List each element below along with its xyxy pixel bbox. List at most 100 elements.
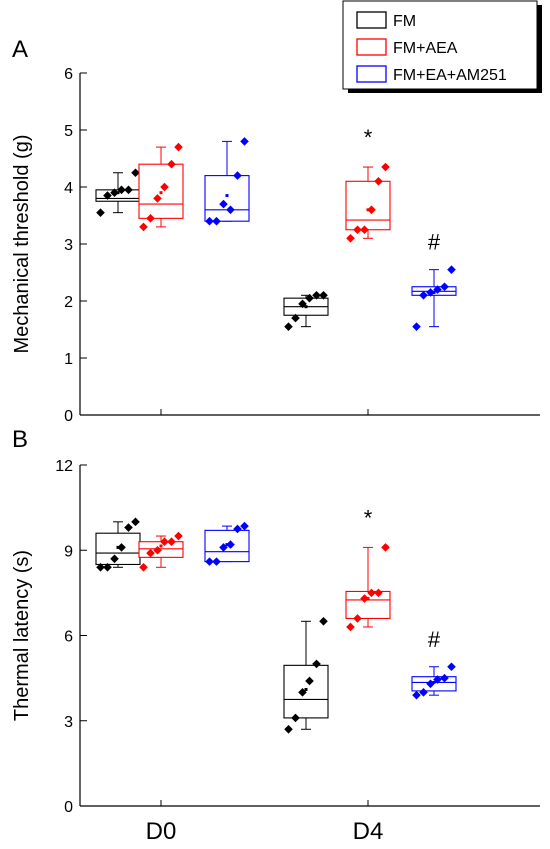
y-axis-title: Mechanical threshold (g) xyxy=(11,135,33,354)
data-point xyxy=(131,517,140,527)
mean-marker xyxy=(159,191,163,195)
box-iqr xyxy=(204,175,250,222)
data-point xyxy=(412,322,421,331)
data-point xyxy=(284,724,293,734)
box-fm-d0 xyxy=(95,517,141,572)
data-point xyxy=(110,188,119,197)
data-point xyxy=(312,291,321,300)
panel-a: A 0 1 2 3 4 5 6 Mechanical threshold (g) * # xyxy=(11,36,540,425)
mean-marker xyxy=(225,194,229,198)
data-point xyxy=(447,265,456,274)
data-point xyxy=(426,288,435,297)
data-point xyxy=(103,191,112,200)
data-point xyxy=(440,673,449,683)
data-point xyxy=(205,216,214,226)
data-point xyxy=(167,537,176,547)
data-point xyxy=(205,557,214,566)
data-point xyxy=(346,234,355,243)
box-fm-d4 xyxy=(283,291,329,331)
significance-mark: # xyxy=(428,627,441,652)
data-point xyxy=(226,205,235,215)
panel-label: B xyxy=(12,426,28,453)
box-fm-aea-d4 xyxy=(345,162,391,243)
y-axis-title: Thermal latency (s) xyxy=(11,550,33,721)
data-point xyxy=(291,713,300,723)
data-point xyxy=(146,214,155,223)
box-fm-d4 xyxy=(283,616,329,734)
data-point xyxy=(298,688,307,697)
box-fm-ea-am251-d4 xyxy=(411,662,457,700)
panel-b: B 0 3 6 9 12 Thermal latency (s) * # xyxy=(11,426,540,816)
y-tick-label: 0 xyxy=(64,799,73,816)
y-tick-label: 9 xyxy=(64,543,73,560)
data-point xyxy=(419,291,428,300)
data-point xyxy=(124,523,133,532)
data-point xyxy=(226,540,235,549)
x-category-label: D0 xyxy=(146,818,177,845)
y-tick-label: 3 xyxy=(64,714,73,731)
y-tick-label: 6 xyxy=(64,66,73,83)
data-point xyxy=(233,171,242,180)
data-point xyxy=(96,563,105,572)
y-tick-label: 5 xyxy=(64,123,73,140)
mean-marker xyxy=(304,305,308,309)
data-point xyxy=(110,554,119,564)
data-point xyxy=(212,557,221,566)
data-point xyxy=(124,185,133,195)
legend-swatch xyxy=(356,38,387,56)
y-tick-label: 12 xyxy=(55,458,73,475)
data-point xyxy=(353,614,362,623)
data-point xyxy=(374,177,383,186)
data-point xyxy=(419,688,428,697)
data-point xyxy=(381,162,390,172)
data-point xyxy=(153,545,162,555)
box-fm-ea-am251-d4 xyxy=(411,265,457,331)
box-fm-d0 xyxy=(95,168,141,217)
data-point xyxy=(433,285,442,294)
data-point xyxy=(426,679,435,689)
data-point xyxy=(139,222,148,232)
data-point xyxy=(284,322,293,331)
data-point xyxy=(305,676,314,686)
data-point xyxy=(240,137,249,146)
data-point xyxy=(139,563,148,572)
box-fm-ea-am251-d0 xyxy=(204,137,250,226)
legend-label: FM xyxy=(393,13,416,30)
data-point xyxy=(96,208,105,217)
y-tick-label: 6 xyxy=(64,629,73,646)
data-point xyxy=(346,622,355,632)
box-fm-aea-d0 xyxy=(138,531,184,572)
box-fm-aea-d4 xyxy=(345,543,391,632)
box-fm-ea-am251-d0 xyxy=(204,521,250,566)
data-point xyxy=(146,548,155,558)
legend-swatch xyxy=(356,11,387,29)
data-point xyxy=(153,194,162,203)
x-category-label: D4 xyxy=(353,818,384,845)
significance-mark: * xyxy=(364,125,373,150)
data-point xyxy=(433,675,442,684)
data-point xyxy=(174,531,183,541)
data-point xyxy=(117,543,126,552)
data-point xyxy=(160,182,169,192)
box-iqr xyxy=(345,590,391,619)
data-point xyxy=(447,662,456,672)
legend-swatch xyxy=(356,65,387,83)
y-tick-label: 4 xyxy=(64,180,73,197)
box-iqr xyxy=(345,180,391,231)
data-point xyxy=(219,199,228,209)
y-tick-label: 2 xyxy=(64,294,73,311)
significance-mark: # xyxy=(428,230,441,255)
mean-marker xyxy=(159,544,163,548)
legend: FM FM+AEA FM+EA+AM251 xyxy=(342,0,542,93)
data-point xyxy=(298,299,307,309)
data-point xyxy=(117,185,126,195)
y-tick-label: 3 xyxy=(64,237,73,254)
data-point xyxy=(167,159,176,169)
data-point xyxy=(360,594,369,603)
mean-marker xyxy=(432,680,436,684)
legend-label: FM+EA+AM251 xyxy=(393,67,507,84)
mean-marker xyxy=(304,687,308,691)
data-point xyxy=(103,563,112,572)
data-point xyxy=(374,588,383,598)
